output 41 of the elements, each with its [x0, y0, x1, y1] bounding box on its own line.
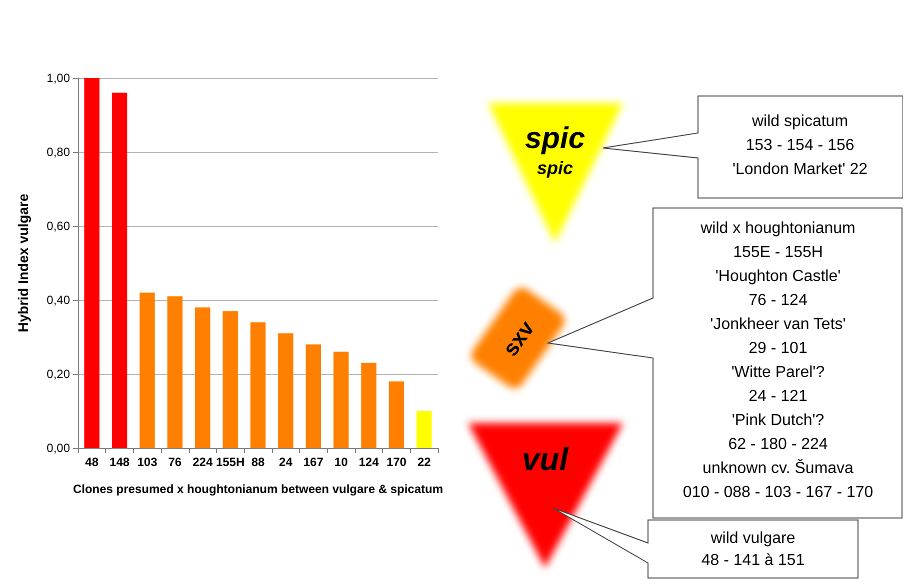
y-tick-label: 0,60	[46, 219, 70, 233]
x-tick-label: 224	[192, 455, 213, 469]
bar	[278, 333, 294, 448]
bar	[140, 292, 155, 448]
text: spic	[524, 122, 586, 155]
bar	[250, 322, 266, 448]
y-tick-label: 0,20	[46, 367, 70, 381]
y-tick-label: 1,00	[46, 71, 70, 85]
bar	[416, 411, 432, 448]
x-tick-label: 48	[85, 455, 99, 469]
y-axis-title: Hybrid Index vulgare	[15, 194, 31, 332]
x-axis-title: Clones presumed x houghtonianum between vulgare & spicatum	[72, 482, 444, 496]
text: vul	[522, 441, 570, 477]
x-tick-label: 103	[137, 455, 158, 469]
bar	[195, 307, 210, 448]
bar	[333, 352, 349, 448]
x-tick-label: 167	[303, 455, 324, 469]
bar	[167, 296, 183, 448]
bar	[388, 381, 404, 448]
text: wild x houghtonianum 155E - 155H 'Houghton Castle' 76 - 124 'Jonkheer van Tets' 29 - 101 'Witte Parel'? 24 - 121 'Pink Dutch'? 62 - 180 - 224 unknown cv. Šumava 010 - 088 - 103 - 167 - 170	[682, 220, 874, 501]
x-tick-label: 124	[358, 455, 380, 469]
x-tick-label: 88	[251, 455, 265, 469]
x-tick-label: 22	[417, 455, 432, 469]
bar	[306, 344, 321, 448]
text: wild vulgare 48 - 141 à 151	[701, 530, 805, 569]
y-tick-label: 0,00	[46, 441, 70, 455]
bar	[112, 92, 128, 448]
bar	[361, 362, 376, 448]
y-tick-label: 0,40	[46, 293, 70, 307]
x-tick-label: 170	[386, 455, 407, 469]
x-tick-label: 24	[279, 455, 293, 469]
text: sxv	[498, 315, 540, 360]
x-tick-label: 76	[168, 455, 182, 469]
x-tick-label: 155H	[216, 455, 245, 469]
text: wild spicatum 153 - 154 - 156 'London Market' 22	[732, 113, 868, 178]
y-tick-label: 0,80	[46, 145, 70, 159]
bar	[84, 78, 100, 448]
bar	[222, 311, 238, 448]
x-tick-label: 10	[334, 455, 348, 469]
x-tick-label: 148	[110, 455, 130, 469]
text: spic	[536, 158, 574, 178]
